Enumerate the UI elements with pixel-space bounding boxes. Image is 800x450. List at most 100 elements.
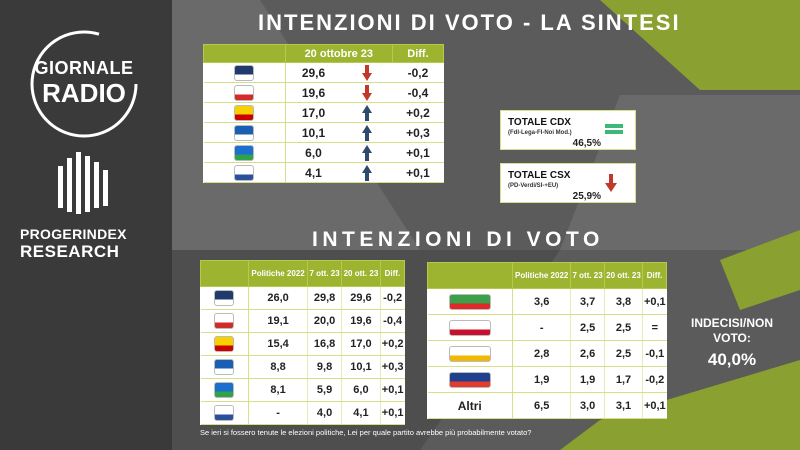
summary-date-header: 20 ottobre 23 bbox=[284, 44, 393, 63]
detail-cell: - bbox=[247, 401, 308, 425]
summary-row: 4,1 +0,1 bbox=[203, 162, 444, 183]
detail-cell: +0,2 bbox=[379, 332, 405, 356]
detail-cell: -0,4 bbox=[379, 309, 405, 333]
m5s-logo-icon bbox=[214, 336, 235, 352]
detail-row: 8,1 5,9 6,0 +0,1 bbox=[200, 378, 405, 402]
detail-cell: 3,0 bbox=[570, 392, 605, 419]
detail-row: 1,9 1,9 1,7 -0,2 bbox=[427, 366, 667, 393]
detail-cell: 2,6 bbox=[570, 340, 605, 367]
total-csx-sub: (PD-Verdi/SI-+EU) bbox=[508, 183, 559, 189]
research-bottom: RESEARCH bbox=[20, 242, 120, 261]
summary-value: 29,6 bbox=[285, 62, 342, 83]
brand-name-bottom: RADIO bbox=[42, 78, 126, 108]
detail-cell: +0,3 bbox=[379, 355, 405, 379]
detail-row: -2,5 2,5 = bbox=[427, 314, 667, 341]
fi-logo-icon bbox=[234, 144, 255, 161]
equal-icon bbox=[605, 124, 623, 134]
total-csx-value: 25,9% bbox=[572, 191, 601, 202]
detail-cell: 8,1 bbox=[247, 378, 308, 402]
total-cdx-value: 46,5% bbox=[572, 138, 601, 149]
progerindex-bars-icon bbox=[58, 152, 108, 214]
m5s-logo-icon bbox=[234, 104, 255, 121]
detail-header: Politiche 2022 bbox=[511, 262, 572, 289]
summary-value: 6,0 bbox=[285, 142, 342, 163]
detail-cell: 3,6 bbox=[511, 288, 571, 315]
azione-logo-icon bbox=[214, 405, 235, 421]
detail-header: Diff. bbox=[379, 260, 406, 287]
summary-row: 10,1 +0,3 bbox=[203, 122, 444, 143]
detail-table-left: Politiche 2022 7 ott. 23 20 ott. 23 Diff. 2… bbox=[200, 260, 406, 425]
undecided-box: INDECISI/NON VOTO: 40,0% bbox=[672, 316, 792, 370]
detail-cell: - bbox=[511, 314, 571, 341]
detail-cell: 16,8 bbox=[307, 332, 342, 356]
detail-cell: 6,5 bbox=[511, 392, 571, 419]
summary-diff: -0,2 bbox=[392, 62, 444, 83]
lega-logo-icon bbox=[234, 124, 255, 141]
detail-cell: 3,7 bbox=[570, 288, 605, 315]
main-title: INTENZIONI DI VOTO - LA SINTESI bbox=[258, 10, 681, 35]
detail-row: -4,0 4,1 +0,1 bbox=[200, 401, 405, 425]
detail-header: 7 ott. 23 bbox=[307, 260, 343, 287]
detail-row: 2,8 2,6 2,5 -0,1 bbox=[427, 340, 667, 367]
summary-diff: -0,4 bbox=[392, 82, 444, 103]
detail-table-right: Politiche 2022 7 ott. 23 20 ott. 23 Diff. 3… bbox=[427, 262, 667, 419]
total-cdx-label: TOTALE CDX bbox=[508, 117, 571, 128]
detail-cell: 10,1 bbox=[341, 355, 381, 379]
progerindex-logo: PROGERINDEX RESEARCH bbox=[20, 225, 160, 261]
pd-logo-icon bbox=[214, 313, 235, 329]
summary-row: 17,0 +0,2 bbox=[203, 102, 444, 123]
arrow-up-icon bbox=[361, 144, 372, 161]
italia-viva-logo-icon bbox=[448, 319, 491, 336]
fdi-logo-icon bbox=[214, 290, 235, 306]
detail-cell: 4,1 bbox=[341, 401, 381, 425]
arrow-up-icon bbox=[361, 124, 372, 141]
europa-logo-icon bbox=[448, 345, 491, 362]
detail-cell: -0,2 bbox=[379, 286, 405, 310]
summary-table: 20 ottobre 23 Diff. 29,6 -0,2 19,6 -0,4 17,0 +… bbox=[203, 44, 445, 183]
arrow-down-icon bbox=[361, 84, 372, 101]
detail-cell: 9,8 bbox=[307, 355, 342, 379]
detail-cell: 20,0 bbox=[307, 309, 342, 333]
detail-cell: +0,1 bbox=[379, 378, 405, 402]
detail-row: 26,0 29,8 29,6 -0,2 bbox=[200, 286, 405, 310]
detail-cell: 1,7 bbox=[603, 366, 643, 393]
summary-value: 4,1 bbox=[285, 162, 342, 183]
azione-logo-icon bbox=[234, 164, 255, 181]
detail-header: Diff. bbox=[642, 262, 667, 289]
total-cdx-sub: (FdI-Lega-FI-Noi Mod.) bbox=[508, 130, 572, 136]
lega-logo-icon bbox=[214, 359, 235, 375]
detail-header: Politiche 2022 bbox=[247, 260, 309, 287]
detail-row-label: Altri bbox=[457, 398, 482, 413]
detail-cell: -0,1 bbox=[642, 340, 667, 367]
detail-cell: 8,8 bbox=[247, 355, 308, 379]
summary-value: 17,0 bbox=[285, 102, 342, 123]
detail-cell: 15,4 bbox=[247, 332, 308, 356]
summary-value: 19,6 bbox=[285, 82, 342, 103]
brand-name-top: GIORNALE bbox=[34, 58, 134, 78]
fdi-logo-icon bbox=[234, 64, 255, 81]
pd-logo-icon bbox=[234, 84, 255, 101]
detail-cell: -0,2 bbox=[642, 366, 667, 393]
detail-cell: 29,6 bbox=[341, 286, 381, 310]
detail-cell: 29,8 bbox=[307, 286, 342, 310]
detail-row: Altri 6,5 3,0 3,1 +0,1 bbox=[427, 392, 667, 419]
detail-cell: 26,0 bbox=[247, 286, 308, 310]
brand-panel bbox=[0, 0, 172, 450]
detail-cell: 2,5 bbox=[603, 340, 643, 367]
research-top: PROGERINDEX bbox=[20, 226, 127, 242]
arrow-up-icon bbox=[361, 104, 372, 121]
fi-logo-icon bbox=[214, 382, 235, 398]
summary-diff-header: Diff. bbox=[391, 44, 445, 63]
detail-cell: 5,9 bbox=[307, 378, 342, 402]
total-cdx-box: TOTALE CDX (FdI-Lega-FI-Noi Mod.) 46,5% bbox=[500, 110, 636, 150]
detail-cell: = bbox=[642, 314, 667, 341]
detail-cell: 19,6 bbox=[341, 309, 381, 333]
total-csx-box: TOTALE CSX (PD-Verdi/SI-+EU) 25,9% bbox=[500, 163, 636, 203]
detail-row: 3,6 3,7 3,8 +0,1 bbox=[427, 288, 667, 315]
summary-value: 10,1 bbox=[285, 122, 342, 143]
detail-cell: 19,1 bbox=[247, 309, 308, 333]
detail-cell: +0,1 bbox=[642, 392, 667, 419]
detail-header: 7 ott. 23 bbox=[570, 262, 605, 289]
detail-header: 20 ott. 23 bbox=[603, 262, 644, 289]
summary-row: 6,0 +0,1 bbox=[203, 142, 444, 163]
